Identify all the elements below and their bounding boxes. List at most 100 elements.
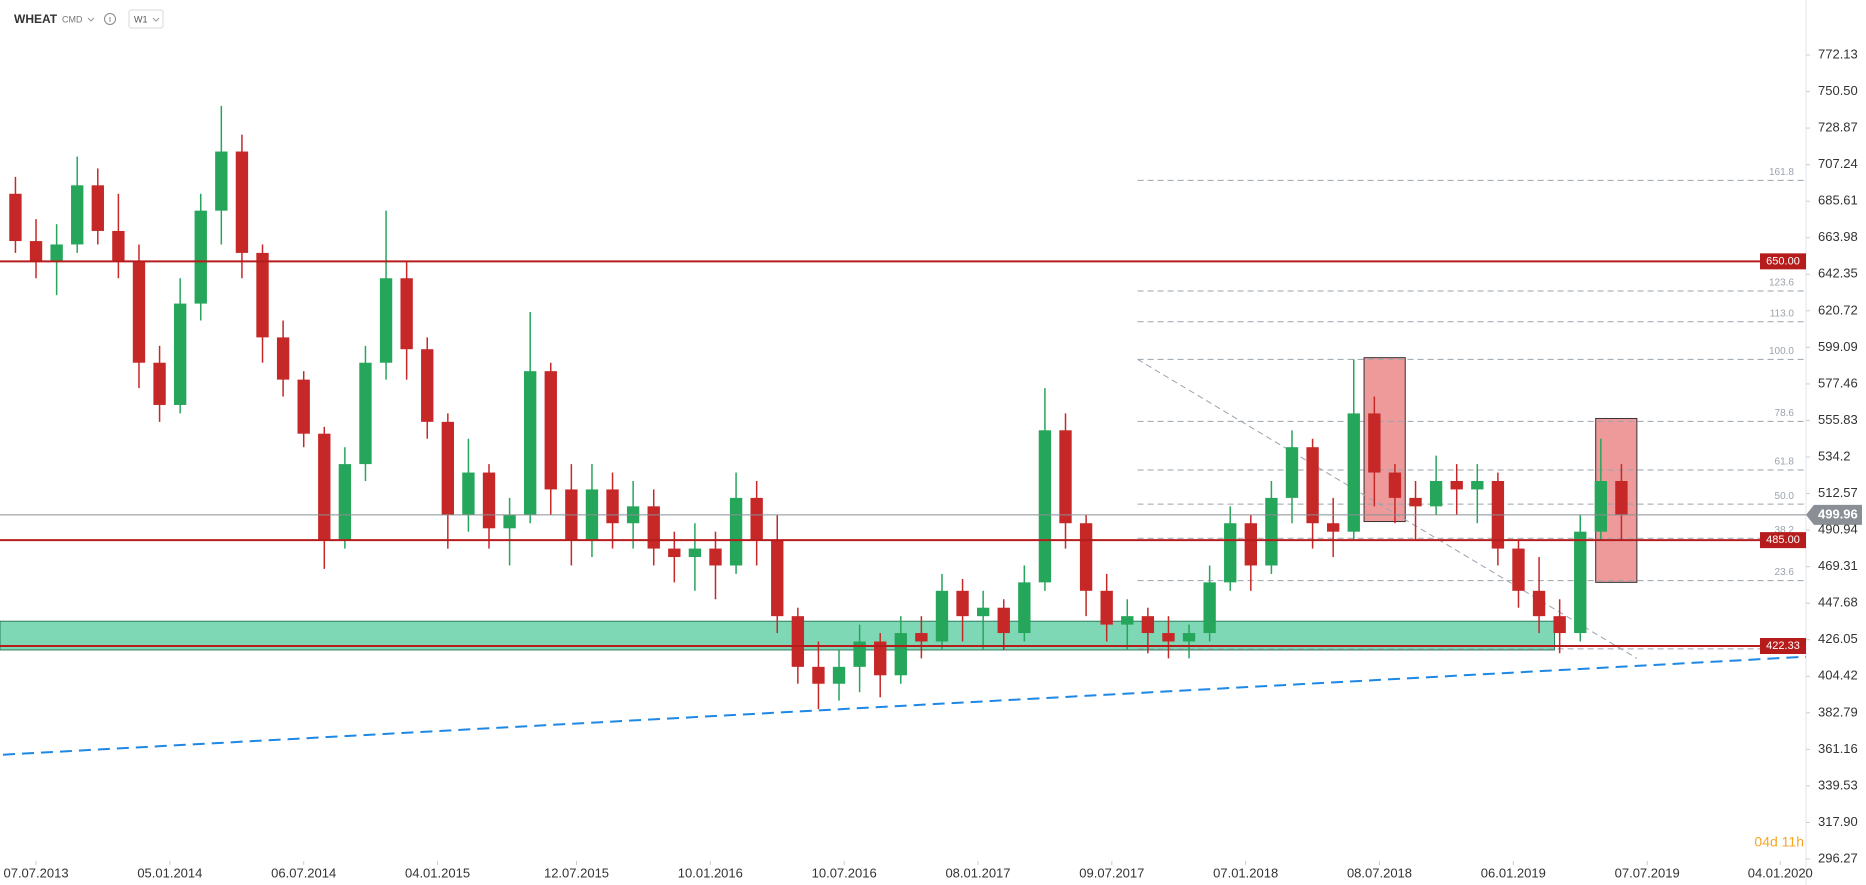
candle-body bbox=[791, 616, 805, 667]
y-tick-label: 772.13 bbox=[1818, 46, 1858, 61]
price-line-tag bbox=[1760, 638, 1806, 655]
interval[interactable]: W1 bbox=[134, 14, 148, 24]
y-tick-label: 599.09 bbox=[1818, 339, 1858, 354]
y-tick-label: 404.42 bbox=[1818, 668, 1858, 683]
x-tick-label: 04.01.2015 bbox=[405, 865, 470, 880]
candle-body bbox=[1038, 430, 1052, 583]
dropdown-icon[interactable] bbox=[87, 17, 95, 22]
y-tick-label: 750.50 bbox=[1818, 83, 1858, 98]
candle-body bbox=[1409, 497, 1422, 507]
candle-body bbox=[235, 151, 249, 253]
candle-body bbox=[1450, 480, 1463, 490]
candle-body bbox=[215, 151, 228, 211]
candle-body bbox=[1512, 548, 1525, 591]
candle-body bbox=[1121, 616, 1134, 625]
candle-body bbox=[1224, 523, 1237, 583]
fib-level-label: 50.0 bbox=[1775, 491, 1795, 502]
symbol[interactable]: WHEAT bbox=[14, 12, 58, 26]
y-tick-label: 339.53 bbox=[1818, 777, 1858, 792]
candle-body bbox=[1018, 582, 1031, 634]
candle-body bbox=[1079, 523, 1093, 591]
info-icon[interactable] bbox=[104, 13, 116, 25]
candle-body bbox=[647, 506, 660, 549]
candle-body bbox=[379, 278, 393, 363]
trendline bbox=[2, 655, 1807, 756]
y-tick-label: 728.87 bbox=[1818, 120, 1858, 135]
candle-body bbox=[482, 472, 496, 529]
candle-body bbox=[1141, 616, 1155, 634]
candle-body bbox=[112, 230, 125, 262]
fib-level-label: 61.8 bbox=[1775, 457, 1795, 468]
candle-body bbox=[1285, 447, 1299, 498]
candle-body bbox=[1574, 531, 1587, 634]
candle-body bbox=[1429, 480, 1443, 507]
candle-body bbox=[771, 540, 784, 617]
toolbar: WHEAT CMD W1 bbox=[14, 9, 164, 29]
y-tick-label: 707.24 bbox=[1818, 156, 1858, 171]
candle-body bbox=[1388, 472, 1402, 498]
interval-button[interactable] bbox=[128, 9, 164, 29]
last-price-tag bbox=[1806, 504, 1862, 525]
x-tick-label: 04.01.2020 bbox=[1748, 865, 1813, 880]
candle-body bbox=[50, 244, 63, 262]
x-tick-label: 06.07.2014 bbox=[271, 865, 336, 880]
x-tick-label: 05.01.2014 bbox=[137, 865, 202, 880]
x-tick-label: 06.01.2019 bbox=[1481, 865, 1546, 880]
y-tick-label: 426.05 bbox=[1818, 631, 1858, 646]
candle-body bbox=[29, 241, 43, 262]
candle-body bbox=[503, 514, 516, 529]
x-tick-label: 10.07.2016 bbox=[812, 865, 877, 880]
candle-body bbox=[1553, 616, 1566, 634]
y-tick-label: 534.2 bbox=[1818, 448, 1851, 463]
y-tick-label: 490.94 bbox=[1818, 522, 1858, 537]
candle-body bbox=[1306, 447, 1319, 524]
candle-body bbox=[91, 185, 104, 231]
x-tick-label: 07.01.2018 bbox=[1213, 865, 1278, 880]
y-tick-label: 663.98 bbox=[1818, 229, 1858, 244]
fib-level-label: 123.6 bbox=[1769, 278, 1794, 289]
candle-body bbox=[1347, 413, 1360, 532]
candle-body bbox=[688, 548, 702, 558]
candle-body bbox=[1594, 480, 1608, 532]
candle-body bbox=[874, 641, 887, 676]
y-tick-label: 317.90 bbox=[1818, 814, 1858, 829]
fib-diagonal bbox=[1137, 358, 1638, 659]
candle-body bbox=[812, 666, 825, 684]
candle-body bbox=[1265, 497, 1278, 566]
x-tick-label: 07.07.2019 bbox=[1615, 865, 1680, 880]
market[interactable]: CMD bbox=[62, 14, 83, 24]
candle-body bbox=[729, 497, 743, 566]
fib-level-label: 38.2 bbox=[1775, 525, 1795, 536]
y-tick-label: 620.72 bbox=[1818, 302, 1858, 317]
candle-body bbox=[1162, 633, 1175, 642]
x-tick-label: 10.01.2016 bbox=[678, 865, 743, 880]
x-tick-label: 08.01.2017 bbox=[945, 865, 1010, 880]
y-tick-label: 577.46 bbox=[1818, 375, 1858, 390]
dropdown-icon[interactable] bbox=[152, 17, 160, 22]
candle-body bbox=[1244, 523, 1257, 566]
price-line-label: 485.00 bbox=[1766, 534, 1800, 546]
fib-level-label: 23.6 bbox=[1775, 567, 1795, 578]
candle-body bbox=[173, 303, 187, 405]
candle-body bbox=[915, 633, 928, 642]
y-tick-label: 361.16 bbox=[1818, 741, 1858, 756]
fib-level-label: 113.0 bbox=[1770, 308, 1795, 319]
x-tick-label: 12.07.2015 bbox=[544, 865, 609, 880]
candle-body bbox=[853, 641, 866, 667]
candle-body bbox=[709, 548, 722, 566]
candle-body bbox=[153, 362, 166, 405]
candle-body bbox=[1615, 480, 1628, 515]
y-tick-label: 447.68 bbox=[1818, 595, 1858, 610]
x-tick-label: 09.07.2017 bbox=[1079, 865, 1144, 880]
last-price-label: 499.96 bbox=[1818, 506, 1858, 521]
x-tick-label: 07.07.2013 bbox=[3, 865, 68, 880]
candle-body bbox=[997, 607, 1010, 634]
y-tick-label: 469.31 bbox=[1818, 558, 1858, 573]
price-line-tag bbox=[1760, 253, 1806, 270]
y-tick-label: 642.35 bbox=[1818, 266, 1858, 281]
candle-body bbox=[194, 210, 207, 304]
candle-body bbox=[606, 489, 619, 524]
candle-body bbox=[400, 278, 413, 350]
